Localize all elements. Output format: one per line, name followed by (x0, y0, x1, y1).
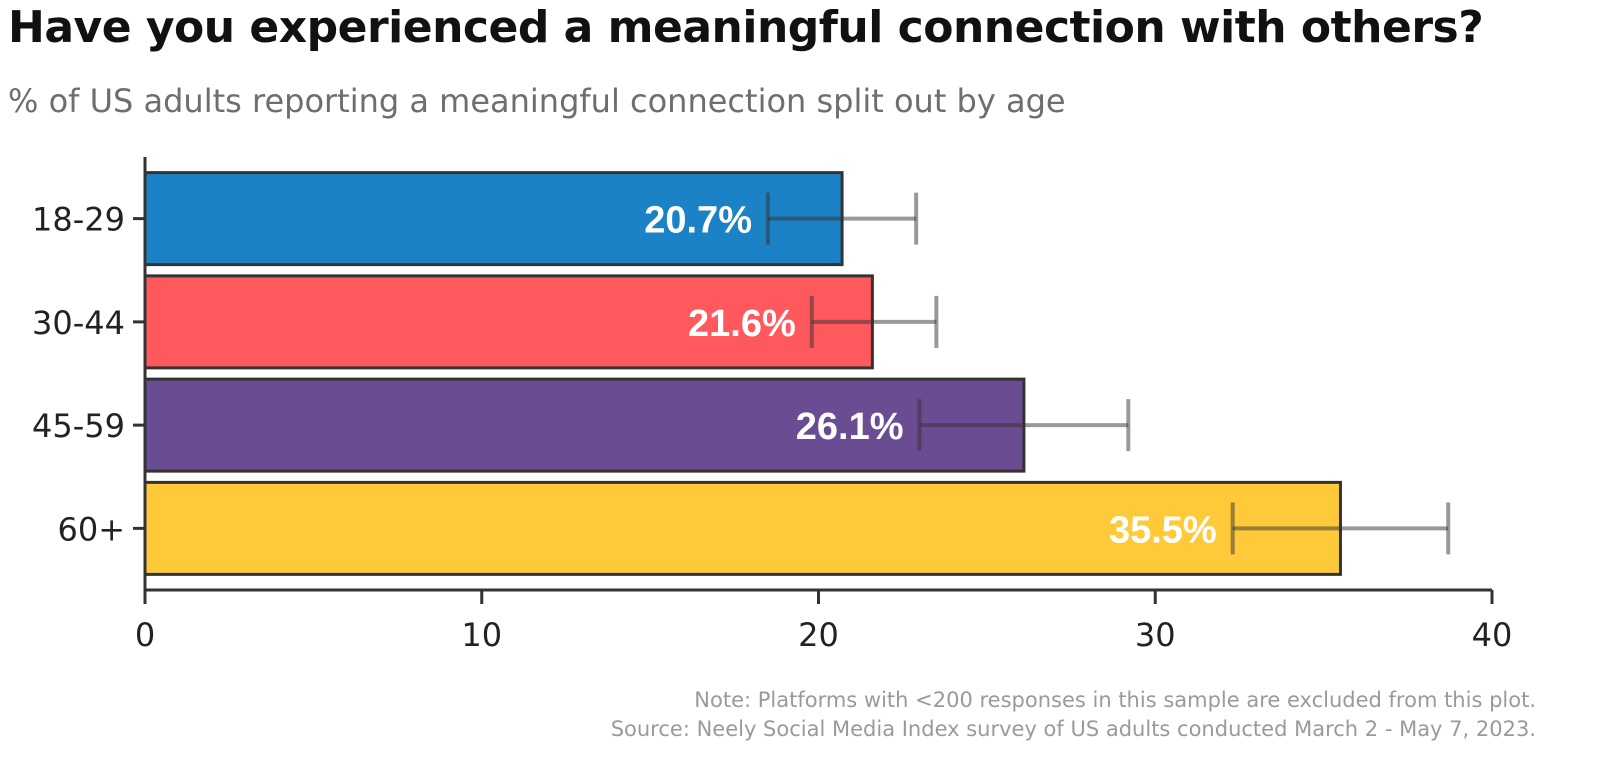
data-label-18-29: 20.7% (644, 200, 752, 242)
chart-subtitle: % of US adults reporting a meaningful co… (8, 82, 1066, 120)
x-tick-label-10: 10 (461, 616, 502, 654)
x-tick-label-20: 20 (798, 616, 839, 654)
bars-layer (143, 171, 1342, 576)
bar-18-29 (143, 171, 844, 267)
error-bars-layer (765, 192, 1451, 555)
data-label-30-44: 21.6% (688, 303, 796, 345)
data-label-60+: 35.5% (1109, 509, 1217, 551)
data-labels-layer: 20.7% 21.6% 26.1% 35.5% (644, 200, 1216, 552)
error-bar-30-44 (809, 295, 939, 348)
source-text: Source: Neely Social Media Index survey … (610, 717, 1536, 741)
y-tick-label-18-29: 18-29 (32, 201, 125, 239)
note-text: Note: Platforms with <200 responses in t… (694, 688, 1536, 712)
x-tick-label-30: 30 (1135, 616, 1176, 654)
error-bar-60+ (1230, 502, 1451, 555)
error-bar-18-29 (765, 192, 919, 245)
y-tick-label-60+: 60+ (57, 510, 125, 548)
x-tick-label-0: 0 (135, 616, 155, 654)
error-bar-45-59 (917, 399, 1131, 452)
y-tick-label-45-59: 45-59 (32, 407, 125, 445)
x-tick-label-40: 40 (1472, 616, 1513, 654)
y-axis-ticks: 18-29 30-44 45-59 60+ (32, 201, 145, 548)
data-label-45-59: 26.1% (796, 406, 904, 448)
bar-60+ (143, 480, 1342, 576)
x-axis-ticks: 0 10 20 30 40 (135, 590, 1513, 654)
y-tick-label-30-44: 30-44 (32, 304, 125, 342)
chart-notes: Note: Platforms with <200 responses in t… (611, 686, 1536, 744)
chart-title: Have you experienced a meaningful connec… (8, 2, 1484, 53)
